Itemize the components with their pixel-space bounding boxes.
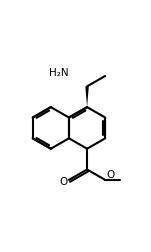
Text: O: O [59,176,67,186]
Polygon shape [85,87,89,108]
Text: O: O [106,169,114,179]
Text: H₂N: H₂N [49,68,68,77]
